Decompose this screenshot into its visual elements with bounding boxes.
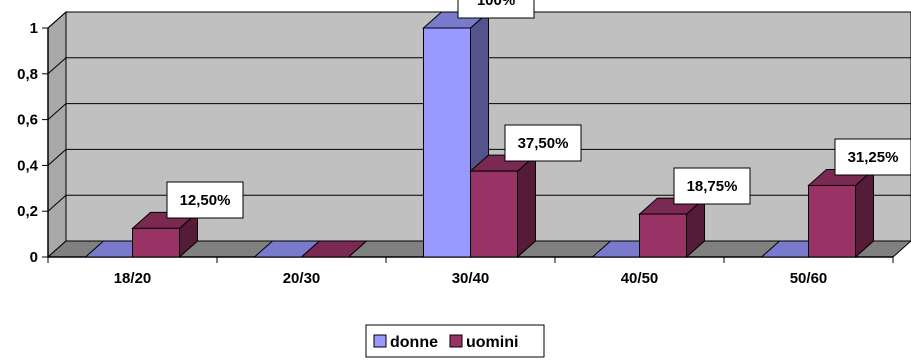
- data-label: 31,25%: [848, 149, 899, 166]
- data-label-box: [457, 0, 535, 19]
- legend-label: uomini: [466, 334, 518, 351]
- bar-uomini-20-30: [300, 240, 368, 258]
- data-label-box: [166, 181, 244, 219]
- y-tick-label: 0,6: [17, 112, 38, 129]
- gridline: [47, 103, 911, 120]
- y-tick-label: 0,2: [17, 203, 38, 220]
- data-label-box: [504, 124, 582, 162]
- x-tick-label: 50/60: [790, 270, 828, 287]
- bar-uomini-40-50: [638, 196, 706, 259]
- plot-side-wall: [47, 10, 67, 259]
- data-label-box: [834, 138, 911, 176]
- gridline: [47, 148, 911, 166]
- gridline: [47, 57, 911, 75]
- data-label-box: [673, 167, 751, 205]
- legend-label: donne: [390, 334, 438, 351]
- legend-swatch: [373, 334, 387, 348]
- x-tick-label: 20/30: [283, 270, 321, 287]
- bar-uomini-50-60: [807, 168, 875, 259]
- x-tick-label: 30/40: [452, 270, 490, 287]
- bar-uomini-30-40: [469, 154, 537, 259]
- y-tick-label: 0,4: [17, 157, 39, 174]
- x-tick-label: 18/20: [114, 270, 152, 287]
- data-label: 37,50%: [518, 135, 569, 152]
- y-tick-label: 0: [30, 249, 38, 266]
- bar-uomini-18-20: [131, 211, 199, 259]
- y-tick-label: 1: [30, 20, 38, 37]
- data-label: 100%: [477, 0, 515, 9]
- data-label: 18,75%: [687, 178, 738, 195]
- data-label: 12,50%: [180, 192, 231, 209]
- x-tick-label: 40/50: [621, 270, 659, 287]
- legend-swatch: [449, 334, 463, 348]
- gridline: [47, 11, 911, 29]
- gridline: [47, 194, 911, 212]
- y-tick-label: 0,8: [17, 66, 38, 83]
